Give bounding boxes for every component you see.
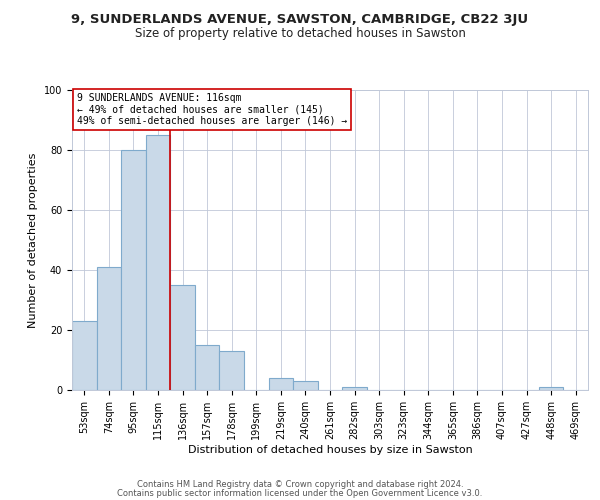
Text: 9, SUNDERLANDS AVENUE, SAWSTON, CAMBRIDGE, CB22 3JU: 9, SUNDERLANDS AVENUE, SAWSTON, CAMBRIDG… (71, 12, 529, 26)
Bar (342, 387, 367, 390)
Text: 9 SUNDERLANDS AVENUE: 116sqm
← 49% of detached houses are smaller (145)
49% of s: 9 SUNDERLANDS AVENUE: 116sqm ← 49% of de… (77, 93, 347, 126)
Bar (539, 387, 563, 390)
Bar (220, 351, 244, 390)
Bar (195, 345, 220, 390)
Text: Contains HM Land Registry data © Crown copyright and database right 2024.: Contains HM Land Registry data © Crown c… (137, 480, 463, 489)
Bar (170, 285, 195, 390)
Bar (146, 135, 170, 390)
Bar (121, 150, 146, 390)
Bar (269, 378, 293, 390)
Bar (293, 381, 318, 390)
Text: Size of property relative to detached houses in Sawston: Size of property relative to detached ho… (134, 28, 466, 40)
Y-axis label: Number of detached properties: Number of detached properties (28, 152, 38, 328)
Bar (97, 267, 121, 390)
X-axis label: Distribution of detached houses by size in Sawston: Distribution of detached houses by size … (188, 444, 472, 454)
Text: Contains public sector information licensed under the Open Government Licence v3: Contains public sector information licen… (118, 489, 482, 498)
Bar (72, 321, 97, 390)
